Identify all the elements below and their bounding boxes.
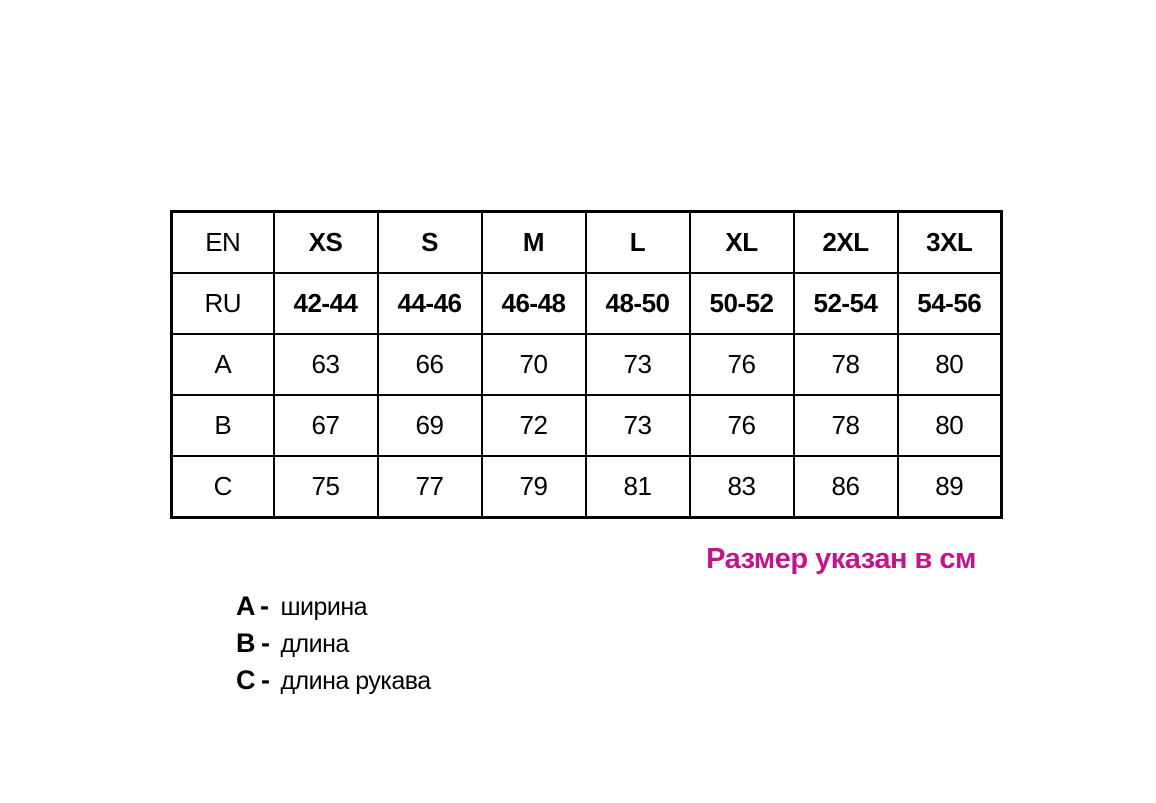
measure-cell: 76 [688,394,795,457]
row-label-b: B [170,394,275,457]
size-header-cell: 2XL [792,210,899,274]
measure-cell: 78 [792,333,899,396]
legend-key-c: C - [236,665,270,695]
measure-cell: 70 [480,333,587,396]
size-header-cell: XL [688,210,795,274]
measure-cell: 80 [896,394,1003,457]
size-header-cell: M [480,210,587,274]
size-table: EN XS S M L XL 2XL 3XL RU 42-44 44-46 46… [170,210,1003,519]
units-note: Размер указан в см [706,543,976,575]
measure-cell: 72 [480,394,587,457]
size-header-cell: 3XL [896,210,1003,274]
measure-cell: 81 [584,455,691,519]
measure-cell: 66 [376,333,483,396]
row-label-en: EN [170,210,275,274]
ru-size-cell: 50-52 [688,272,795,335]
measure-cell: 76 [688,333,795,396]
ru-size-cell: 44-46 [376,272,483,335]
legend-item-c: C - длина рукава [236,662,431,699]
measure-cell: 67 [272,394,379,457]
measure-cell: 86 [792,455,899,519]
measure-cell: 63 [272,333,379,396]
measure-cell: 73 [584,394,691,457]
row-label-a: A [170,333,275,396]
size-header-cell: S [376,210,483,274]
measure-cell: 79 [480,455,587,519]
measure-cell: 75 [272,455,379,519]
measure-cell: 78 [792,394,899,457]
measure-cell: 89 [896,455,1003,519]
row-label-ru: RU [170,272,275,335]
row-label-c: C [170,455,275,519]
measure-cell: 73 [584,333,691,396]
measure-cell: 83 [688,455,795,519]
ru-size-cell: 54-56 [896,272,1003,335]
legend-key-a: A - [236,591,269,621]
ru-size-cell: 52-54 [792,272,899,335]
ru-size-cell: 46-48 [480,272,587,335]
ru-size-cell: 42-44 [272,272,379,335]
legend-item-b: B - длина [236,625,431,662]
legend-item-a: A - ширина [236,588,431,625]
table-row-b: B 67 69 72 73 76 78 80 [170,394,1003,457]
measure-cell: 80 [896,333,1003,396]
size-table-container: EN XS S M L XL 2XL 3XL RU 42-44 44-46 46… [170,210,1003,519]
legend-label-b: длина [280,630,349,658]
table-row-c: C 75 77 79 81 83 86 89 [170,455,1003,519]
legend-label-a: ширина [280,593,368,621]
size-header-cell: XS [272,210,379,274]
size-header-cell: L [584,210,691,274]
measure-cell: 69 [376,394,483,457]
measurement-legend: A - ширина B - длина C - длина рукава [236,588,431,699]
ru-size-cell: 48-50 [584,272,691,335]
table-row-a: A 63 66 70 73 76 78 80 [170,333,1003,396]
legend-label-c: длина рукава [280,667,431,695]
measure-cell: 77 [376,455,483,519]
table-row-en: EN XS S M L XL 2XL 3XL [170,210,1003,274]
legend-key-b: B - [236,628,270,658]
table-row-ru: RU 42-44 44-46 46-48 48-50 50-52 52-54 5… [170,272,1003,335]
